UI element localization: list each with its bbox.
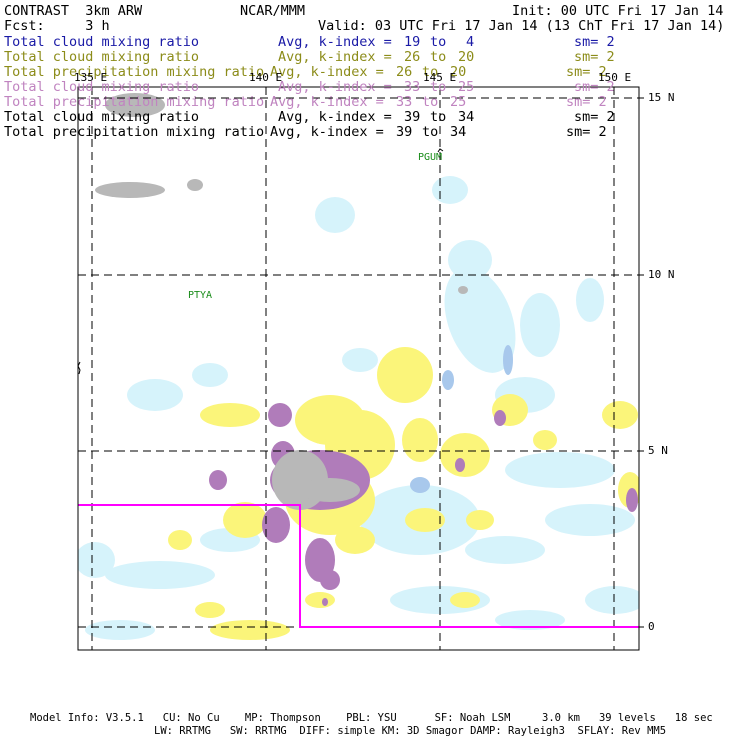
lon-label-140e: 140 E xyxy=(249,71,283,84)
footer-model-info: Model Info: V3.5.1 CU: No Cu MP: Thompso… xyxy=(30,712,713,724)
gray-heavy-precip-areas xyxy=(95,93,468,510)
legend-avg: Avg, k-index = xyxy=(278,34,392,50)
blue-cloud-areas xyxy=(410,345,513,493)
legend-field: Total cloud mixing ratio xyxy=(4,79,200,95)
legend-to: to xyxy=(430,79,447,95)
legend-avg: Avg, k-index = xyxy=(278,49,392,65)
legend-to: to xyxy=(430,49,447,65)
legend-avg: Avg, k-index = xyxy=(270,94,384,110)
lon-label-150e: 150 E xyxy=(598,71,632,84)
legend-sm: sm= 2 xyxy=(574,109,615,125)
legend-k2: 20 xyxy=(450,64,467,80)
valid-time: Valid: 03 UTC Fri 17 Jan 14 (13 ChT Fri … xyxy=(318,18,725,34)
legend-k1: 26 xyxy=(396,64,413,80)
legend-k2: 20 xyxy=(458,49,475,65)
lon-label-135e: 135 E xyxy=(74,71,108,84)
legend-to: to xyxy=(430,109,447,125)
legend-k2: 25 xyxy=(458,79,475,95)
legend-avg: Avg, k-index = xyxy=(270,64,384,80)
legend-k1: 19 xyxy=(404,34,421,50)
legend-avg: Avg, k-index = xyxy=(270,124,384,140)
legend-to: to xyxy=(422,124,439,140)
legend-sm: sm= 2 xyxy=(566,124,607,140)
legend-field: Total cloud mixing ratio xyxy=(4,109,200,125)
legend-k2: 34 xyxy=(450,124,467,140)
lat-lon-grid xyxy=(78,87,639,650)
station-pgum: PGUM xyxy=(418,152,443,163)
center-name: NCAR/MMM xyxy=(240,3,306,19)
nest-domain-boundary xyxy=(78,504,639,628)
legend-field: Total precipitation mixing ratio xyxy=(4,124,265,140)
legend-avg: Avg, k-index = xyxy=(278,79,392,95)
legend-k1: 39 xyxy=(396,124,413,140)
legend-sm: sm= 2 xyxy=(574,79,615,95)
footer-physics-info: LW: RRTMG SW: RRTMG DIFF: simple KM: 3D … xyxy=(154,725,667,737)
legend-k1: 33 xyxy=(404,79,421,95)
light-blue-cloud-areas xyxy=(78,176,639,640)
legend-to: to xyxy=(422,64,439,80)
legend-to: to xyxy=(422,94,439,110)
lat-label-10n: 10 N xyxy=(648,268,675,281)
legend-sm: sm= 2 xyxy=(566,94,607,110)
legend-k2: 4 xyxy=(466,34,475,50)
init-time: Init: 00 UTC Fri 17 Jan 14 xyxy=(512,3,724,19)
legend-field: Total precipitation mixing ratio xyxy=(4,64,265,80)
legend-field: Total cloud mixing ratio xyxy=(4,49,200,65)
legend-k2: 25 xyxy=(450,94,467,110)
legend-avg: Avg, k-index = xyxy=(278,109,392,125)
legend-sm: sm= 2 xyxy=(566,64,607,80)
model-title: CONTRAST 3km ARW xyxy=(4,3,143,19)
lat-label-5n: 5 N xyxy=(648,444,668,457)
lon-label-145e: 145 E xyxy=(423,71,457,84)
coastline-marks xyxy=(78,148,444,375)
legend-k1: 39 xyxy=(404,109,421,125)
station-ptya: PTYA xyxy=(188,290,213,301)
legend-field: Total precipitation mixing ratio xyxy=(4,94,265,110)
legend-k1: 33 xyxy=(396,94,413,110)
legend-sm: sm= 2 xyxy=(574,34,615,50)
map-frame xyxy=(77,86,640,651)
legend-k2: 34 xyxy=(458,109,475,125)
lat-label-15n: 15 N xyxy=(648,91,675,104)
lat-label-0: 0 xyxy=(648,620,655,633)
forecast-hour: Fcst: 3 h xyxy=(4,18,110,34)
legend-k1: 26 xyxy=(404,49,421,65)
legend-to: to xyxy=(430,34,447,50)
legend-sm: sm= 2 xyxy=(574,49,615,65)
legend-field: Total cloud mixing ratio xyxy=(4,34,200,50)
